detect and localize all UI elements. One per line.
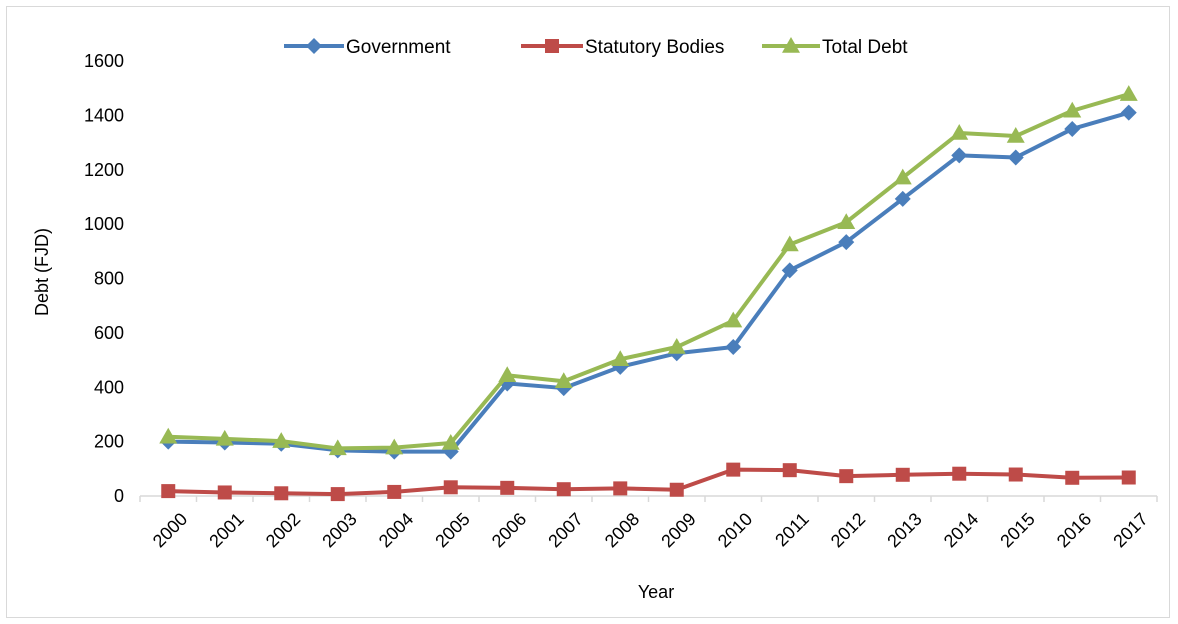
data-point <box>669 482 684 497</box>
data-point <box>1007 149 1024 166</box>
x-axis: 2000 2001 2002 2003 2004 2005 2006 2007 2008 2009… <box>139 495 1158 551</box>
data-point <box>274 486 289 501</box>
data-point <box>217 485 232 500</box>
y-tick-label: 0 <box>114 486 124 506</box>
legend-marker <box>545 39 559 53</box>
data-point <box>724 311 743 328</box>
data-point <box>839 469 854 484</box>
series-line <box>168 467 1129 497</box>
data-point <box>498 366 517 383</box>
data-point <box>1120 104 1137 121</box>
data-point <box>950 124 969 140</box>
data-point <box>554 372 573 389</box>
data-point <box>556 482 571 497</box>
data-point <box>1008 467 1023 482</box>
chart-frame <box>6 6 1170 618</box>
data-point <box>1064 120 1081 137</box>
data-point <box>1006 127 1025 143</box>
x-tick-label: 2017 <box>1109 509 1151 551</box>
series-line <box>168 92 1130 451</box>
legend-label: Total Debt <box>822 37 908 58</box>
legend-label: Government <box>346 37 451 58</box>
legend-marker <box>782 37 800 53</box>
x-tick-label: 2008 <box>601 509 643 551</box>
x-axis-title: Year <box>638 582 674 602</box>
series-line <box>168 110 1130 454</box>
data-point <box>385 438 404 455</box>
y-tick-label: 1600 <box>84 51 124 71</box>
x-tick-label: 2011 <box>771 509 813 551</box>
data-point <box>443 480 458 495</box>
data-point <box>726 462 741 477</box>
data-point <box>613 481 628 496</box>
data-point <box>159 427 178 444</box>
data-point <box>387 484 402 499</box>
legend-label: Statutory Bodies <box>585 37 724 58</box>
data-point <box>272 432 291 448</box>
x-tick-label: 2001 <box>205 509 247 551</box>
x-tick-label: 2000 <box>149 509 191 551</box>
x-tick-label: 2004 <box>375 509 417 551</box>
y-tick-label: 600 <box>94 323 124 343</box>
x-tick-label: 2005 <box>431 509 473 551</box>
y-tick-label: 1000 <box>84 214 124 234</box>
y-axis: 0 200 400 600 800 1000 1200 1400 1600 <box>84 51 124 506</box>
x-tick-label: 2007 <box>544 509 586 551</box>
data-point <box>330 487 345 502</box>
x-tick-label: 2006 <box>488 509 530 551</box>
x-tick-label: 2003 <box>318 509 360 551</box>
data-point <box>441 433 460 450</box>
y-tick-label: 400 <box>94 377 124 397</box>
data-point <box>215 429 234 446</box>
series-statutory-bodies <box>161 462 1136 502</box>
data-point <box>837 213 856 229</box>
legend-marker <box>306 38 322 54</box>
data-point <box>781 262 798 279</box>
data-point <box>667 338 686 354</box>
series-total-debt <box>159 85 1138 456</box>
x-tick-label: 2002 <box>262 509 304 551</box>
data-point <box>895 467 910 482</box>
legend-item: Statutory Bodies <box>521 37 724 58</box>
data-point <box>161 484 176 499</box>
x-tick-label: 2014 <box>940 509 982 551</box>
data-point <box>1121 470 1136 485</box>
legend-item: Government <box>284 37 451 58</box>
legend-item: Total Debt <box>762 37 908 58</box>
data-point <box>725 339 742 356</box>
x-tick-label: 2010 <box>714 509 756 551</box>
data-point <box>1063 101 1082 118</box>
data-point <box>893 168 912 185</box>
data-point <box>951 147 968 164</box>
data-point <box>952 466 967 481</box>
x-tick-label: 2015 <box>996 509 1038 551</box>
data-point <box>782 463 797 478</box>
data-point <box>1119 85 1138 101</box>
legend: Government Statutory Bodies Total Debt <box>284 37 908 58</box>
series-government <box>160 104 1137 460</box>
data-point <box>611 350 630 366</box>
data-point <box>780 235 799 252</box>
x-tick-label: 2009 <box>657 509 699 551</box>
data-point <box>328 439 347 456</box>
y-tick-label: 1400 <box>84 105 124 125</box>
data-point <box>1065 470 1080 485</box>
y-tick-label: 1200 <box>84 160 124 180</box>
x-tick-label: 2013 <box>883 509 925 551</box>
data-point <box>894 190 911 207</box>
y-axis-title: Debt (FJD) <box>32 228 52 316</box>
y-tick-label: 800 <box>94 269 124 289</box>
data-point <box>838 234 855 251</box>
data-point <box>500 480 515 495</box>
x-tick-label: 2016 <box>1053 509 1095 551</box>
x-tick-label: 2012 <box>827 509 869 551</box>
y-tick-label: 200 <box>94 432 124 452</box>
series-layer <box>159 85 1138 502</box>
